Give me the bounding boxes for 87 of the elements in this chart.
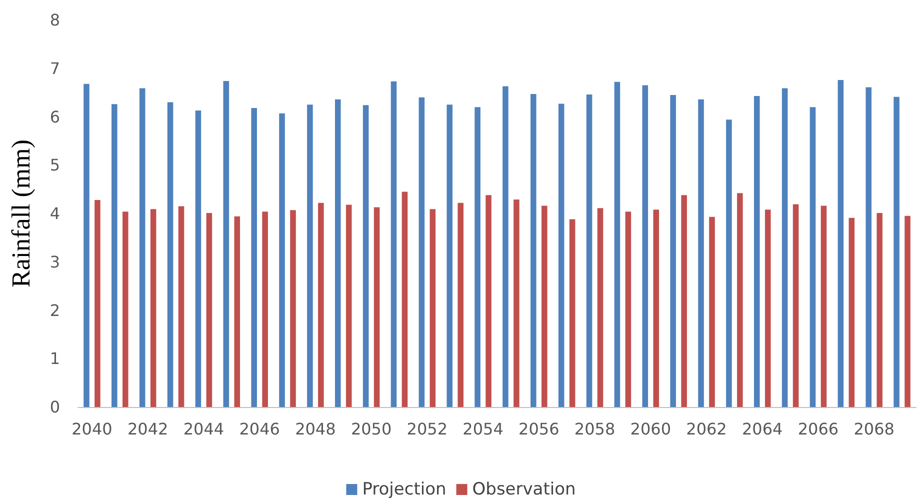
x-tick-label: 2052 [406,420,448,438]
bar [764,210,771,407]
bar [810,107,816,407]
bar [206,213,212,407]
y-tick-label: 5 [50,156,60,175]
bar [346,204,352,407]
x-tick-label: 2066 [798,420,839,438]
bar [530,94,536,407]
bar [848,218,855,407]
bar [195,110,202,407]
bar [782,88,788,407]
bar [84,84,90,407]
bar [670,94,676,407]
x-tick-label: 2060 [630,420,671,438]
bar [307,104,313,407]
bar [362,105,369,407]
legend-label: Observation [472,480,576,500]
bar [502,86,508,407]
bar [418,97,425,407]
y-tick-label: 6 [50,107,60,126]
bar [614,82,620,407]
x-tick-label: 2054 [462,420,504,438]
bar [709,216,715,407]
x-tick-label: 2044 [183,420,224,438]
bar [514,199,520,407]
bar [167,102,174,407]
x-tick-label: 2046 [239,420,280,438]
bar [390,81,397,407]
bar [122,212,128,407]
bar [642,85,648,407]
bar [139,88,146,407]
bar [486,195,492,407]
bar [402,192,408,407]
bar [681,195,687,407]
bar [374,207,380,407]
x-tick-label: 2056 [518,420,560,438]
bar [737,193,743,407]
bar [726,120,732,407]
y-tick-label: 0 [50,398,60,416]
bar [262,212,268,407]
bar [234,216,240,407]
bar [458,202,464,407]
bar [904,216,910,407]
x-tick-label: 2058 [574,420,616,438]
bar [474,107,480,407]
bar [754,96,760,407]
bar [586,94,592,407]
y-tick-label: 3 [50,252,60,272]
y-tick-label: 2 [50,300,60,320]
bar [542,206,548,407]
x-tick-label: 2064 [742,420,783,438]
y-tick-label: 1 [50,349,60,368]
bar [698,99,704,407]
x-tick-label: 2042 [127,420,168,438]
x-tick-label: 2048 [295,420,336,438]
bar [446,104,452,407]
bar [820,206,827,407]
bar [653,210,660,407]
bar [318,202,324,407]
x-tick-label: 2040 [72,420,112,438]
legend-label: Projection [362,480,446,500]
bar [558,104,564,407]
bar [150,209,156,407]
bar [430,209,436,407]
y-axis-title: Rainfall (mm) [6,139,36,288]
bar [112,104,118,407]
x-tick-label: 2068 [854,420,894,438]
bar [251,108,257,407]
bar [597,208,604,407]
bar [178,206,184,407]
y-tick-label: 7 [50,58,60,78]
y-tick-label: 4 [50,204,60,223]
y-tick-label: 8 [50,10,60,30]
bar [223,80,230,407]
bar [894,96,900,407]
bar [625,212,632,407]
bar [792,204,799,407]
bar [94,200,100,407]
bar [569,219,576,407]
bar [334,99,341,407]
x-tick-label: 2062 [686,420,727,438]
bar [279,113,285,407]
bar [838,80,844,407]
bar [290,210,296,407]
bar [866,87,872,407]
x-tick-label: 2050 [350,420,392,438]
bar [876,213,882,407]
